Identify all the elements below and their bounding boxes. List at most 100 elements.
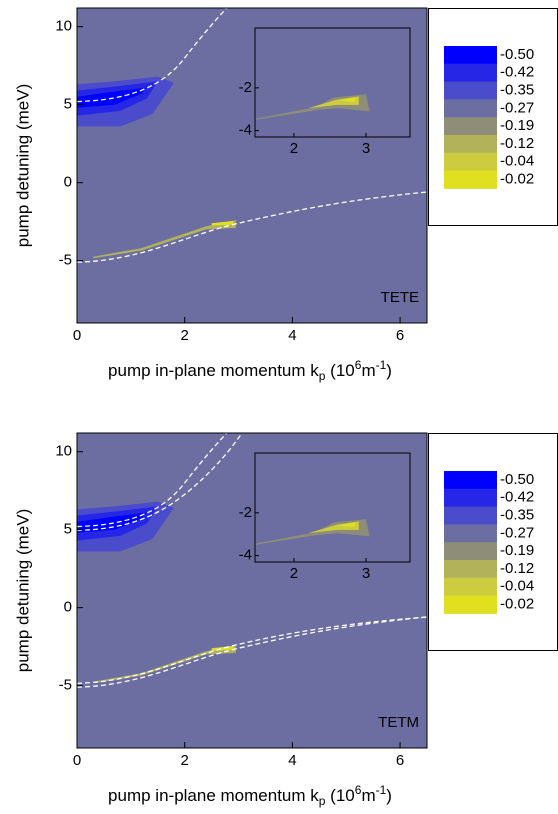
legend-swatch xyxy=(444,152,497,172)
tick-label: -0.04 xyxy=(500,153,534,170)
legend: -0.50-0.42-0.35-0.27-0.19-0.12-0.04-0.02 xyxy=(428,8,558,226)
contour-region xyxy=(211,220,234,226)
tick-label: 10 xyxy=(55,18,72,35)
tick-label: -4 xyxy=(239,122,252,139)
label-part: m xyxy=(361,786,375,805)
tick-label: -0.19 xyxy=(500,117,534,134)
tick-label: -2 xyxy=(239,79,252,96)
legend-swatch xyxy=(444,135,497,154)
contour-region xyxy=(337,97,356,102)
tick-label: -5 xyxy=(59,252,72,269)
contour-region xyxy=(93,645,236,684)
inset-frame xyxy=(254,452,411,563)
contour-region xyxy=(337,522,356,527)
inset-frame xyxy=(254,27,411,138)
legend: -0.50-0.42-0.35-0.27-0.19-0.12-0.04-0.02 xyxy=(428,433,558,651)
legend-swatch xyxy=(444,542,497,561)
label-part: p xyxy=(319,794,326,808)
tick-label: -0.35 xyxy=(500,81,534,98)
plot-content xyxy=(77,433,427,688)
legend-swatch xyxy=(444,488,497,508)
label-part: pump in-plane momentum k xyxy=(108,786,319,805)
plot-frame xyxy=(76,432,428,749)
legend-swatch xyxy=(444,595,497,614)
inset-background xyxy=(254,452,411,563)
legend-swatch xyxy=(444,560,497,579)
tick-label: 3 xyxy=(362,140,370,157)
panel-label: TETE xyxy=(381,289,419,306)
tick-label: 0 xyxy=(73,327,81,344)
tick-label: 5 xyxy=(64,521,72,538)
tick-label: -0.42 xyxy=(500,489,534,506)
dashed-curve xyxy=(77,191,427,263)
label-part: ) xyxy=(386,786,392,805)
legend-swatch xyxy=(444,46,497,65)
tick-label: -0.02 xyxy=(500,170,534,187)
tick-label: -4 xyxy=(239,547,252,564)
tick-label: 2 xyxy=(181,752,189,769)
tick-label: -0.27 xyxy=(500,99,534,116)
plot-content xyxy=(77,8,427,263)
label-part: 6 xyxy=(355,783,362,797)
legend-swatch xyxy=(444,170,497,189)
legend-swatch xyxy=(444,506,497,525)
tick-label: 0 xyxy=(64,599,72,616)
tick-label: 2 xyxy=(290,565,298,582)
tick-label: -0.50 xyxy=(500,46,534,63)
y-axis-label: pump detuning (meV) xyxy=(13,84,32,247)
legend-swatch xyxy=(444,524,497,543)
dashed-curve xyxy=(77,616,427,684)
label-part: -1 xyxy=(376,783,387,797)
tick-label: -0.42 xyxy=(500,64,534,81)
dashed-curve xyxy=(77,616,427,688)
tick-label: -0.19 xyxy=(500,542,534,559)
tick-label: 0 xyxy=(73,752,81,769)
legend-swatch xyxy=(444,63,497,83)
legend-swatch xyxy=(444,99,497,118)
legend-swatch xyxy=(444,471,497,490)
label-part: ) xyxy=(386,361,392,380)
panel: 2 3 -2 -4 0 2 4 6 -5 0 5 10 TETM pump detuning (meV) p… xyxy=(13,432,558,808)
inset-background xyxy=(254,27,411,138)
label-part: pump in-plane momentum k xyxy=(108,361,319,380)
tick-label: -5 xyxy=(59,677,72,694)
dashed-curve xyxy=(77,433,228,528)
label-part: p xyxy=(319,369,326,383)
y-axis-label: pump detuning (meV) xyxy=(13,509,32,672)
label-part: -1 xyxy=(376,358,387,372)
x-axis-label: pump in-plane momentum kp (106m-1) xyxy=(108,783,392,808)
dashed-curve xyxy=(77,433,243,532)
label-part: m xyxy=(361,361,375,380)
tick-label: 2 xyxy=(181,327,189,344)
tick-label: 2 xyxy=(290,140,298,157)
tick-label: 4 xyxy=(288,752,296,769)
legend-swatch xyxy=(444,577,497,597)
tick-label: 6 xyxy=(396,752,404,769)
tick-label: 3 xyxy=(362,565,370,582)
legend-swatch xyxy=(444,81,497,100)
tick-label: 4 xyxy=(288,327,296,344)
tick-label: 0 xyxy=(64,174,72,191)
tick-label: -0.27 xyxy=(500,524,534,541)
tick-label: -0.35 xyxy=(500,506,534,523)
panel: 2 3 -2 -4 0 2 4 6 -5 0 5 10 TETE pump detuning (meV) p… xyxy=(13,7,558,383)
tick-label: -0.12 xyxy=(500,560,534,577)
x-axis-label: pump in-plane momentum kp (106m-1) xyxy=(108,358,392,383)
dashed-curve xyxy=(77,8,228,103)
panel-label: TETM xyxy=(378,714,419,731)
tick-label: 10 xyxy=(55,443,72,460)
tick-label: 5 xyxy=(64,96,72,113)
label-part: (10 xyxy=(325,786,354,805)
tick-label: 6 xyxy=(396,327,404,344)
legend-swatch xyxy=(444,117,497,136)
tick-label: -0.50 xyxy=(500,471,534,488)
tick-label: -0.04 xyxy=(500,578,534,595)
label-part: 6 xyxy=(355,358,362,372)
label-part: (10 xyxy=(325,361,354,380)
tick-label: -0.02 xyxy=(500,595,534,612)
plot-frame xyxy=(76,7,428,324)
contour-region xyxy=(93,220,236,259)
tick-label: -2 xyxy=(239,504,252,521)
